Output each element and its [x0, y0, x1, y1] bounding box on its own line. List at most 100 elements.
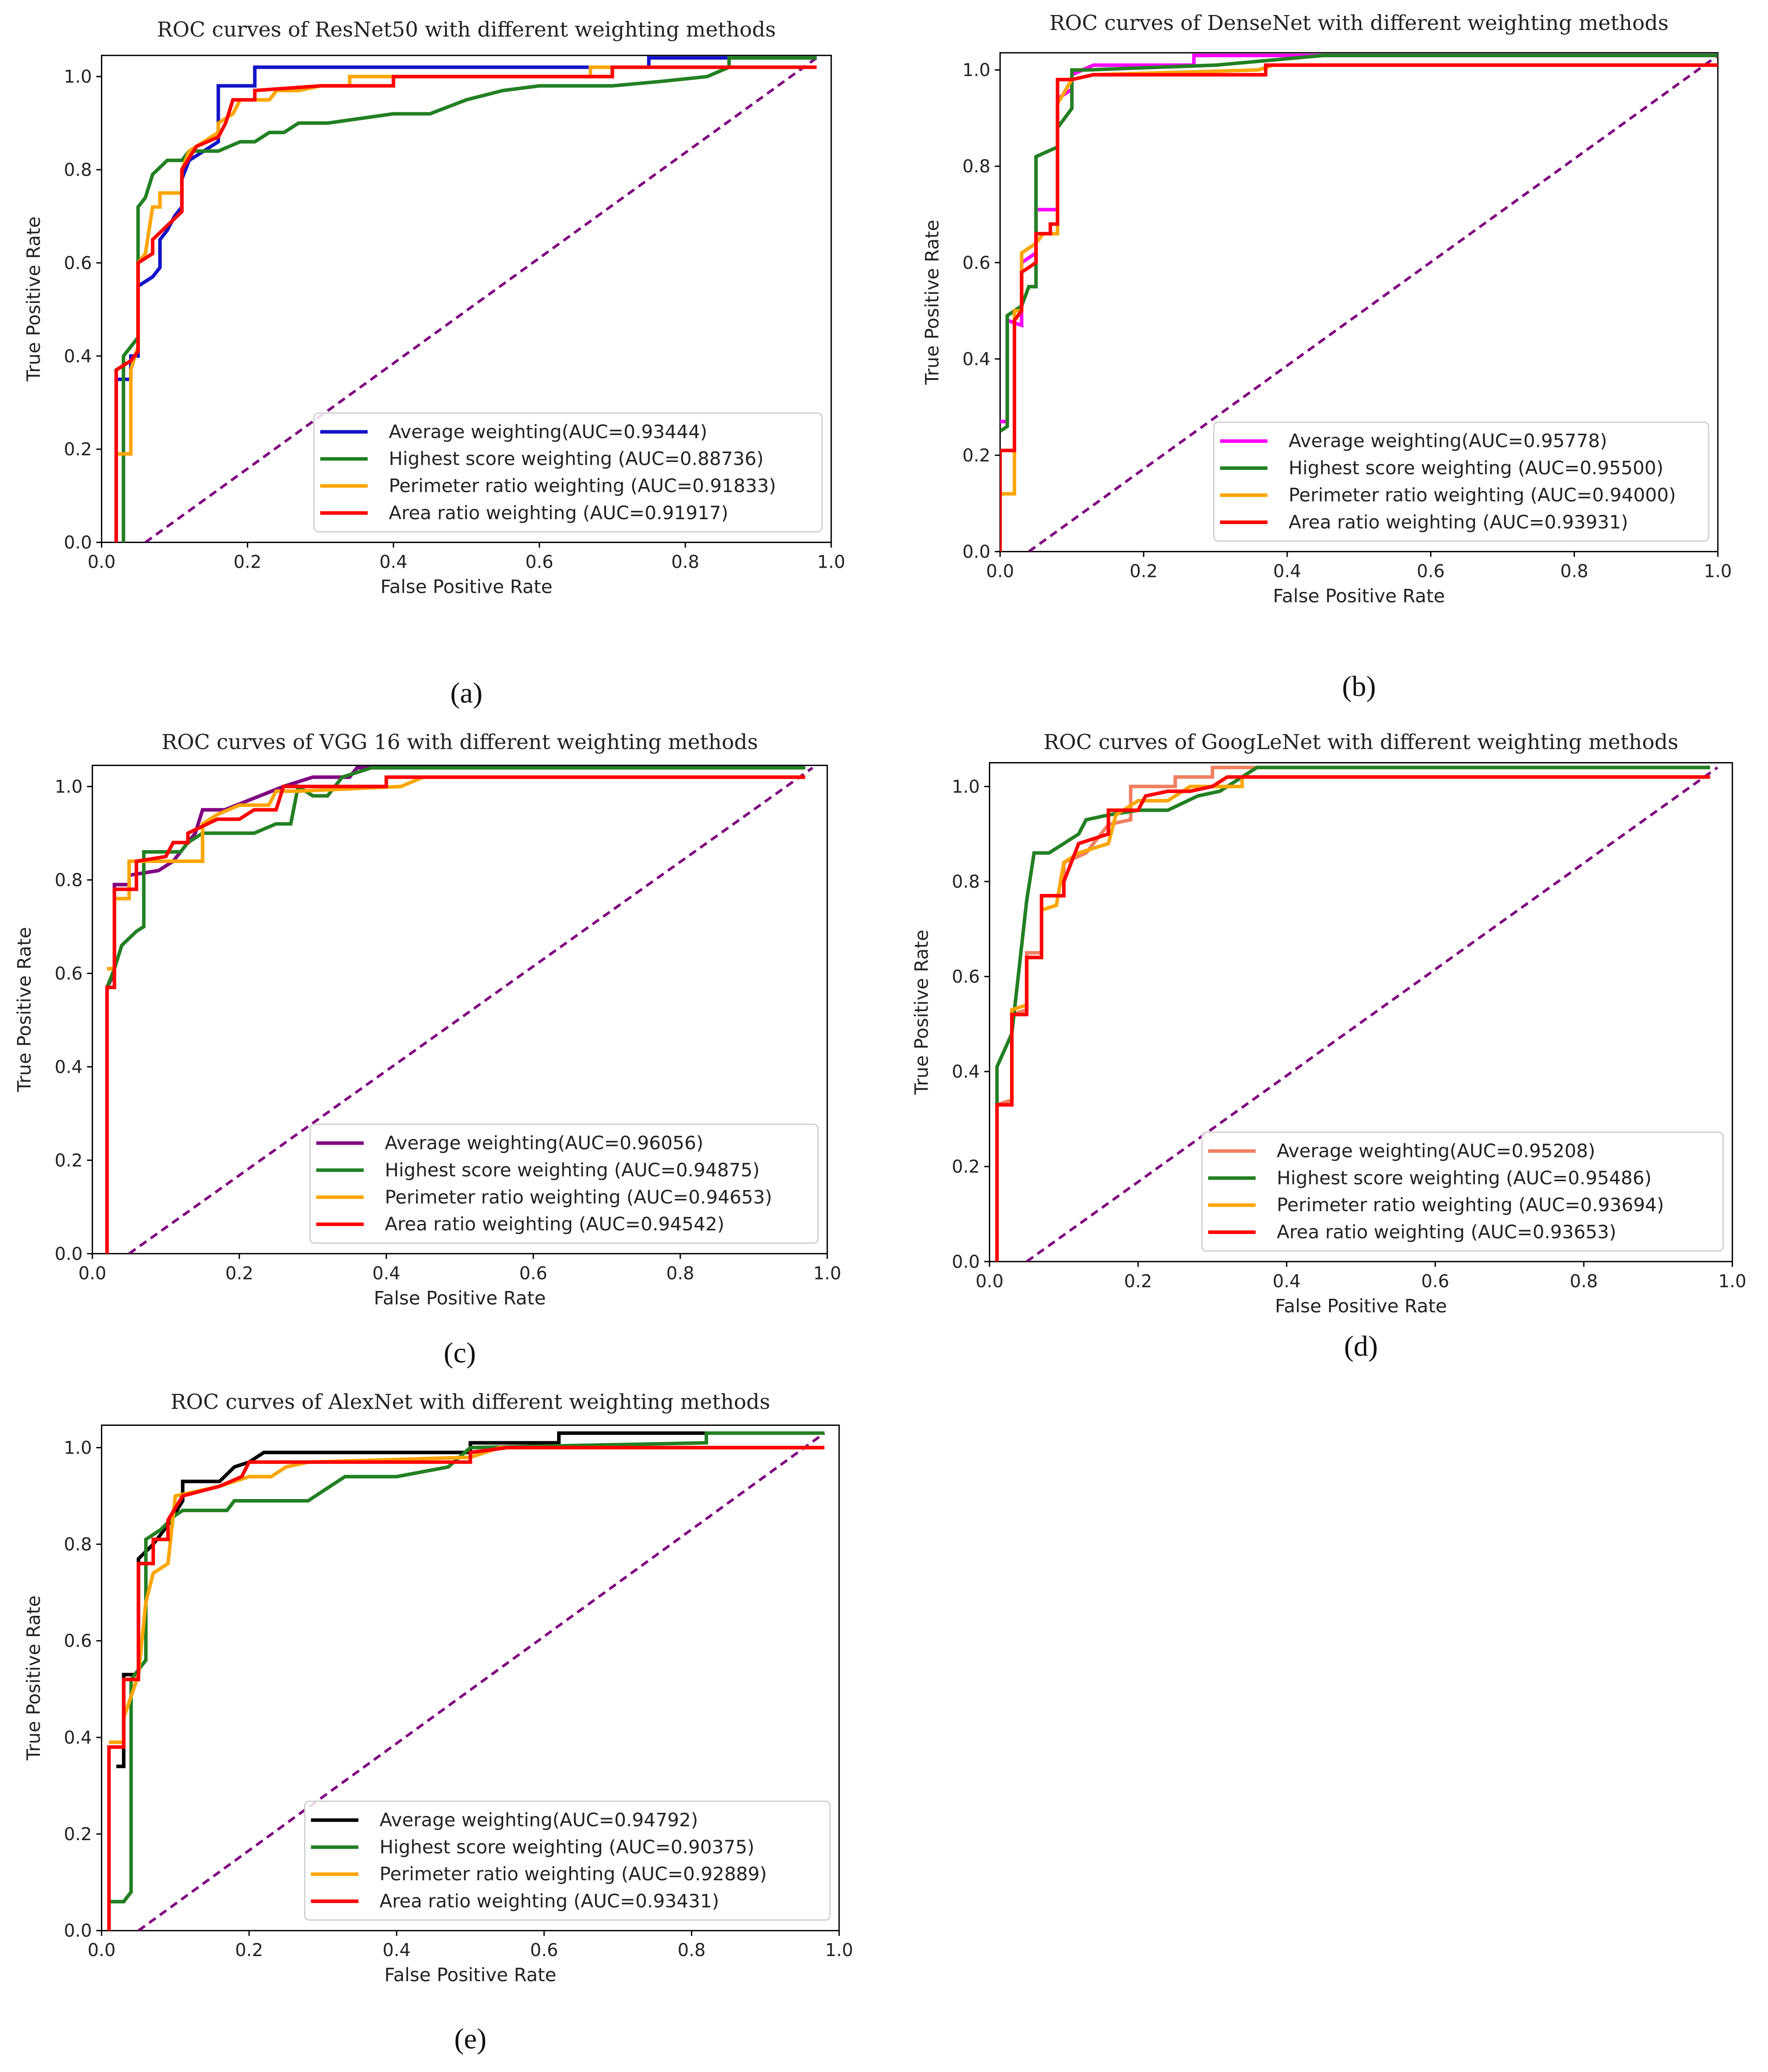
x-axis-label: False Positive Rate — [1275, 1295, 1447, 1317]
y-tick-label: 1.0 — [55, 777, 83, 797]
legend-entry-label: Average weighting(AUC=0.96056) — [385, 1132, 703, 1154]
y-tick-label: 0.6 — [952, 967, 980, 987]
legend-entry-label: Area ratio weighting (AUC=0.91917) — [389, 502, 728, 524]
y-tick-label: 0.0 — [952, 1252, 980, 1272]
legend-entry-label: Perimeter ratio weighting (AUC=0.94000) — [1289, 484, 1676, 506]
x-tick-label: 0.4 — [383, 1940, 411, 1960]
axes-frame — [92, 765, 828, 1254]
y-tick-label: 1.0 — [64, 67, 92, 87]
y-tick-label: 0.6 — [55, 963, 83, 984]
x-tick-label: 1.0 — [1704, 561, 1732, 581]
legend-entry-label: Highest score weighting (AUC=0.94875) — [385, 1159, 760, 1181]
y-tick-label: 1.0 — [962, 60, 991, 81]
y-tick-label: 0.4 — [64, 346, 92, 367]
x-tick-label: 0.2 — [235, 1940, 263, 1960]
chart-title: ROC curves of DenseNet with different we… — [1049, 11, 1668, 35]
legend-entry-label: Average weighting(AUC=0.95208) — [1277, 1140, 1595, 1161]
y-axis-label: True Positive Rate — [921, 220, 943, 385]
chance-diagonal-line — [145, 56, 817, 543]
roc-series-line-4 — [107, 1446, 825, 1931]
legend-entry-label: Perimeter ratio weighting (AUC=0.93694) — [1277, 1194, 1664, 1216]
x-tick-label: 0.4 — [1273, 1271, 1301, 1291]
roc-series-line-3 — [116, 65, 817, 456]
x-tick-label: 0.0 — [986, 561, 1014, 581]
panel-label: (a) — [450, 677, 483, 709]
x-tick-label: 0.2 — [225, 1263, 253, 1283]
legend-entry-label: Average weighting(AUC=0.95778) — [1289, 430, 1607, 452]
roc-series-line-4 — [105, 775, 806, 1254]
legend-entry-label: Average weighting(AUC=0.94792) — [379, 1809, 698, 1830]
panel-label: (b) — [1342, 670, 1376, 703]
y-tick-label: 1.0 — [64, 1438, 92, 1458]
chart-title: ROC curves of AlexNet with different wei… — [171, 1390, 770, 1414]
x-tick-label: 0.6 — [519, 1263, 547, 1283]
roc-series-line-4 — [114, 65, 817, 543]
legend-entry-label: Perimeter ratio weighting (AUC=0.91833) — [389, 475, 776, 497]
chance-diagonal-line — [1026, 766, 1719, 1262]
axes-frame — [101, 55, 832, 543]
chance-diagonal-line — [137, 1432, 825, 1931]
x-axis-label: False Positive Rate — [384, 1964, 556, 1986]
legend-entry-label: Area ratio weighting (AUC=0.93653) — [1277, 1221, 1616, 1243]
roc-series-line-3 — [997, 775, 1710, 1107]
x-tick-label: 0.4 — [1273, 561, 1301, 581]
legend-entry-label: Highest score weighting (AUC=0.88736) — [389, 448, 764, 469]
y-tick-label: 0.4 — [64, 1728, 92, 1748]
chart-title: ROC curves of ResNet50 with different we… — [157, 18, 776, 42]
legend: Average weighting(AUC=0.95208) Highest sc… — [1201, 1131, 1724, 1252]
y-tick-label: 0.4 — [55, 1057, 83, 1077]
y-tick-label: 0.8 — [55, 870, 83, 890]
x-tick-label: 0.0 — [88, 552, 116, 573]
y-tick-label: 0.2 — [64, 1824, 92, 1845]
x-tick-label: 1.0 — [1718, 1271, 1746, 1291]
x-tick-label: 1.0 — [825, 1940, 853, 1960]
legend-entry-label: Highest score weighting (AUC=0.95486) — [1277, 1167, 1652, 1189]
y-tick-label: 0.6 — [962, 253, 991, 273]
x-tick-label: 0.2 — [1124, 1271, 1152, 1291]
y-tick-label: 0.2 — [952, 1157, 980, 1177]
legend-box — [1201, 1131, 1724, 1252]
plot-area — [105, 766, 813, 1254]
x-axis-label: False Positive Rate — [380, 576, 552, 598]
legend-box — [1213, 421, 1709, 542]
legend: Average weighting(AUC=0.94792) Highest sc… — [304, 1800, 831, 1921]
x-tick-label: 0.8 — [1560, 561, 1589, 581]
chance-diagonal-line — [1028, 54, 1718, 552]
legend-entry-label: Highest score weighting (AUC=0.95500) — [1289, 457, 1664, 479]
roc-series-line-2 — [1000, 53, 1718, 433]
y-tick-label: 0.8 — [64, 1535, 92, 1555]
panel-label: (c) — [444, 1337, 476, 1369]
y-axis-label: True Positive Rate — [23, 216, 45, 382]
legend: Average weighting(AUC=0.96056) Highest sc… — [309, 1123, 819, 1244]
x-tick-label: 0.8 — [678, 1940, 706, 1960]
plot-area — [114, 56, 817, 543]
axes-frame — [989, 762, 1733, 1262]
legend: Average weighting(AUC=0.93444) Highest sc… — [313, 412, 823, 533]
y-tick-label: 0.6 — [64, 253, 92, 273]
x-tick-label: 0.8 — [666, 1263, 695, 1283]
legend-entry-label: Area ratio weighting (AUC=0.93931) — [1289, 511, 1628, 533]
chart-title: ROC curves of GoogLeNet with different w… — [1044, 730, 1679, 755]
x-tick-label: 0.6 — [530, 1940, 558, 1960]
legend-entry-label: Perimeter ratio weighting (AUC=0.94653) — [385, 1186, 772, 1208]
y-tick-label: 0.8 — [952, 872, 980, 892]
x-tick-label: 0.0 — [88, 1940, 116, 1960]
y-tick-label: 0.0 — [55, 1244, 83, 1264]
x-tick-label: 0.8 — [671, 552, 699, 573]
y-tick-label: 0.8 — [962, 156, 991, 177]
y-tick-label: 0.8 — [64, 160, 92, 180]
legend-box — [309, 1123, 819, 1244]
roc-series-line-1 — [996, 766, 1710, 1107]
y-tick-label: 0.2 — [55, 1150, 83, 1171]
x-tick-label: 1.0 — [817, 552, 845, 573]
plot-area — [1000, 53, 1718, 552]
roc-panel-d: ROC curves of GoogLeNet with different w… — [911, 730, 1746, 1362]
y-tick-label: 1.0 — [952, 777, 980, 797]
y-tick-label: 0.4 — [962, 349, 991, 369]
panel-label: (d) — [1344, 1330, 1378, 1362]
chart-title: ROC curves of VGG 16 with different weig… — [162, 730, 758, 755]
roc-series-line-2 — [122, 56, 817, 543]
roc-panel-c: ROC curves of VGG 16 with different weig… — [14, 730, 841, 1369]
x-tick-label: 0.4 — [372, 1263, 401, 1283]
